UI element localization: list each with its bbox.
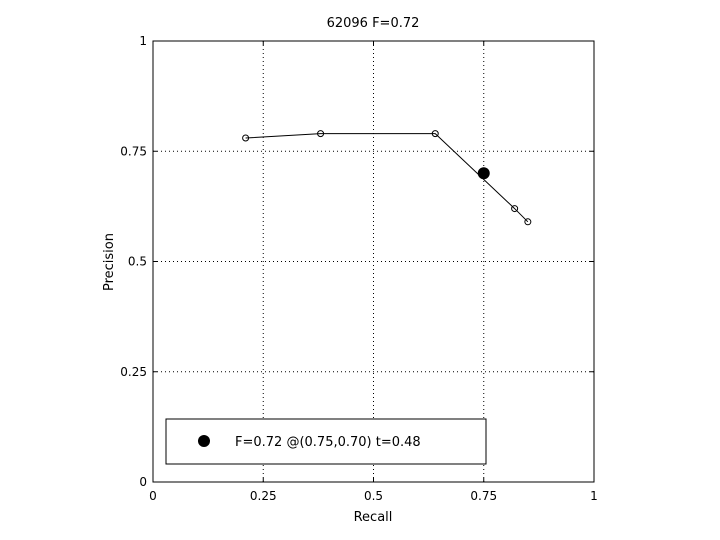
data-point [524,218,532,226]
x-tick-label: 0 [149,489,157,503]
data-point [431,130,439,138]
legend-marker [198,435,210,447]
grid-lines [153,41,594,482]
series-line [245,133,529,223]
x-tick-label: 0.5 [364,489,383,503]
y-tick-label: 1 [139,34,147,48]
data-point [242,134,250,142]
y-tick-label: 0 [139,475,147,489]
axis-ticks: 0 0.25 0.5 0.75 1 0 0.25 0.5 0.75 1 [120,34,598,503]
x-tick-label: 0.25 [250,489,277,503]
x-tick-label: 1 [590,489,598,503]
x-tick-label: 0.75 [470,489,497,503]
legend: F=0.72 @(0.75,0.70) t=0.48 [165,418,487,465]
y-tick-label: 0.25 [120,365,147,379]
x-axis-label: Recall [354,510,393,525]
data-point [317,130,325,138]
series-layer [242,130,532,226]
data-point [511,205,519,213]
best-f-point [477,167,490,180]
legend-box [165,418,487,465]
y-axis-label: Precision [102,233,117,291]
legend-label: F=0.72 @(0.75,0.70) t=0.48 [235,435,421,450]
y-tick-label: 0.75 [120,144,147,158]
y-tick-label: 0.5 [128,255,147,269]
chart-title: 62096 F=0.72 [327,16,420,31]
